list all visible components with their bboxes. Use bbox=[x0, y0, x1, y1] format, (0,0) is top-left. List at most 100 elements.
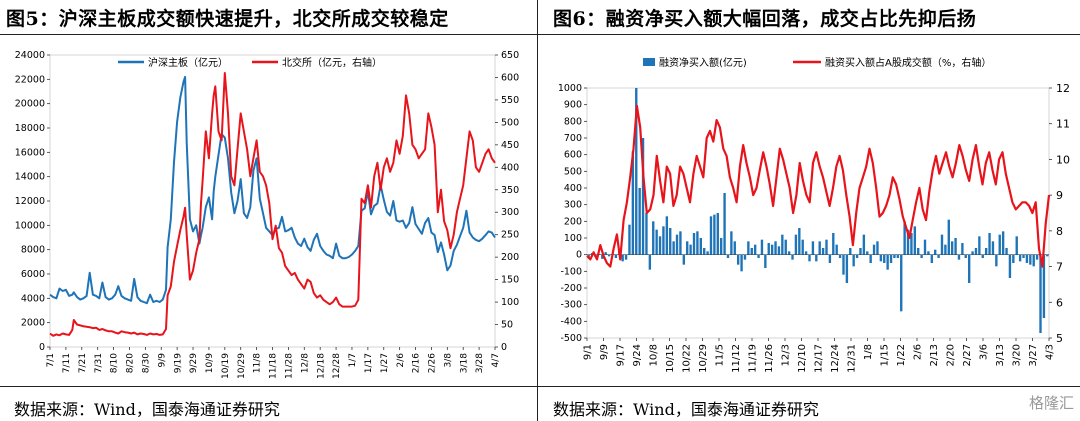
bar-net-buy bbox=[655, 229, 658, 255]
y-tick-label: 20000 bbox=[15, 99, 45, 110]
x-tick-label: 10/29 bbox=[237, 353, 247, 379]
title-rule bbox=[0, 34, 1080, 35]
bar-net-buy bbox=[750, 248, 753, 255]
bar-net-buy bbox=[719, 238, 723, 255]
bar-net-buy bbox=[801, 239, 804, 255]
y-tick-label: 900 bbox=[564, 100, 582, 111]
bar-net-buy bbox=[954, 238, 957, 255]
bar-net-buy bbox=[859, 248, 862, 255]
bar-net-buy bbox=[777, 246, 781, 255]
bar-net-buy bbox=[1025, 254, 1029, 263]
bar-net-buy bbox=[645, 213, 648, 255]
x-tick-label: 8/30 bbox=[142, 353, 152, 373]
bar-net-buy bbox=[978, 236, 981, 255]
bar-net-buy bbox=[849, 248, 852, 255]
x-tick-label: 9/29 bbox=[189, 353, 199, 373]
figure-5-title: 图5：沪深主板成交额快速提升，北交所成交较稳定 bbox=[6, 8, 449, 30]
x-tick-label: 2/16 bbox=[412, 353, 422, 373]
plot-frame bbox=[49, 54, 496, 348]
y2-tick-label: 11 bbox=[1056, 118, 1070, 131]
y2-tick-label: 12 bbox=[1056, 82, 1070, 95]
bar-net-buy bbox=[991, 241, 995, 255]
x-tick-label: 12/28 bbox=[332, 353, 342, 379]
series-line-bse bbox=[49, 72, 496, 337]
x-tick-label: 9/24 bbox=[632, 344, 643, 366]
bar-net-buy bbox=[917, 248, 920, 255]
y-tick-label: 400 bbox=[564, 183, 582, 194]
y-tick-label: -300 bbox=[560, 300, 582, 311]
watermark-logo: 格隆汇 bbox=[1028, 394, 1074, 412]
bar-net-buy bbox=[760, 239, 764, 255]
bar-net-buy bbox=[753, 244, 757, 255]
x-tick-label: 7/1 bbox=[46, 353, 56, 367]
bar-net-buy bbox=[981, 254, 984, 258]
y2-tick-label: 6 bbox=[1056, 296, 1063, 309]
y-tick-label: 18000 bbox=[15, 123, 45, 134]
bar-net-buy bbox=[624, 254, 628, 260]
bar-net-buy bbox=[1029, 254, 1032, 265]
y-tick-label: 22000 bbox=[15, 74, 45, 85]
x-tick-label: 1/27 bbox=[380, 353, 390, 373]
y-tick-label: 14000 bbox=[15, 172, 45, 183]
y2-tick-label: 5 bbox=[1056, 332, 1063, 345]
bar-net-buy bbox=[696, 231, 699, 255]
figure-6-chart: -500 -400 -300 -200 -100 0 100 200 300 400 500 600 7… bbox=[558, 56, 1070, 373]
x-tick-label: 9/9 bbox=[157, 353, 167, 368]
bar-net-buy bbox=[927, 251, 930, 255]
y-tick-label: 10000 bbox=[15, 220, 45, 231]
x-tick-label: 1/8 bbox=[863, 344, 874, 360]
y2-tick-label: 450 bbox=[501, 140, 519, 151]
x-tick-label: 1/22 bbox=[896, 344, 907, 366]
bar-net-buy bbox=[679, 231, 682, 255]
bar-net-buy bbox=[903, 221, 906, 255]
x-tick-label: 3/18 bbox=[459, 353, 469, 373]
y2-tick-label: 200 bbox=[501, 252, 519, 263]
bar-net-buy bbox=[662, 226, 665, 255]
bar-net-buy bbox=[675, 234, 679, 255]
bar-net-buy bbox=[692, 233, 696, 255]
bar-net-buy bbox=[798, 228, 801, 255]
bar-net-buy bbox=[607, 254, 611, 257]
legend-label: 融资买入额占A股成交额（%，右轴） bbox=[825, 56, 991, 69]
bar-net-buy bbox=[879, 254, 883, 262]
bar-net-buy bbox=[852, 254, 855, 267]
y-tick-label: 6000 bbox=[21, 269, 45, 280]
x-tick-label: 3/8 bbox=[443, 353, 453, 368]
legend-label: 北交所（亿元，右轴） bbox=[282, 56, 382, 69]
x-tick-label: 1/17 bbox=[364, 353, 374, 373]
x-tick-label: 3/27 bbox=[1028, 344, 1039, 366]
x-tick-label: 2/26 bbox=[428, 353, 438, 373]
y2-tick-label: 7 bbox=[1056, 261, 1063, 274]
y-tick-label: 700 bbox=[564, 133, 582, 144]
bar-net-buy bbox=[893, 254, 896, 258]
y2-tick-label: 9 bbox=[1056, 189, 1063, 202]
x-tick-label: 3/13 bbox=[995, 344, 1006, 366]
y-tick-label: -400 bbox=[560, 316, 582, 327]
x-tick-label: 10/9 bbox=[205, 353, 215, 373]
bar-net-buy bbox=[961, 243, 964, 255]
x-tick-label: 11/12 bbox=[731, 344, 742, 373]
bar-net-buy bbox=[818, 241, 821, 255]
bar-net-buy bbox=[957, 254, 961, 260]
source-rule bbox=[0, 386, 1080, 387]
bar-net-buy bbox=[733, 241, 736, 255]
figure-6-source: 数据来源：Wind，国泰海通证券研究 bbox=[553, 400, 819, 419]
y-tick-label: 500 bbox=[564, 166, 582, 177]
x-tick-label: 11/28 bbox=[285, 353, 295, 379]
bar-net-buy bbox=[770, 244, 774, 255]
bar-net-buy bbox=[872, 244, 876, 255]
panel-divider bbox=[537, 0, 538, 421]
y2-tick-label: 400 bbox=[501, 162, 519, 173]
bar-net-buy bbox=[726, 254, 730, 258]
legend-swatch-bar bbox=[643, 58, 655, 66]
bar-net-buy bbox=[774, 241, 777, 255]
x-tick-label: 9/9 bbox=[599, 344, 610, 360]
bar-net-buy bbox=[713, 214, 716, 255]
y-tick-label: 16000 bbox=[15, 147, 45, 158]
bar-net-buy bbox=[883, 254, 886, 263]
bar-net-buy bbox=[808, 254, 811, 262]
bar-net-buy bbox=[855, 254, 859, 258]
bar-net-buy bbox=[791, 254, 794, 260]
bar-net-buy bbox=[621, 254, 624, 262]
bar-net-buy bbox=[910, 233, 913, 255]
